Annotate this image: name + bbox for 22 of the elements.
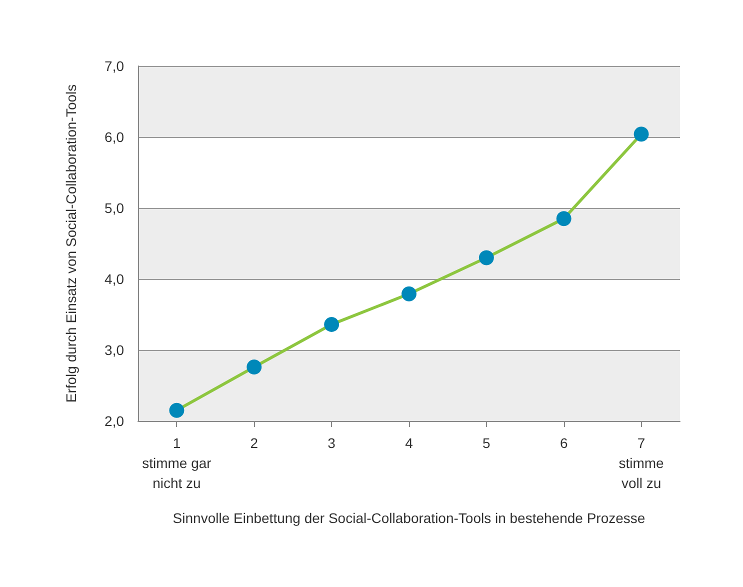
x-tick-label: 4	[405, 435, 414, 451]
x-tick-label: 2	[250, 435, 258, 451]
y-tick-label: 5,0	[104, 200, 124, 216]
y-tick-label: 3,0	[104, 342, 124, 358]
point	[634, 126, 649, 142]
point	[402, 286, 416, 302]
point	[478, 250, 494, 266]
y-axis-title: Erfolg durch Einsatz von Social-Collaboration-Tools	[63, 84, 79, 403]
x-tick-label: 1 stimme gar nicht zu	[142, 435, 212, 491]
point	[246, 360, 262, 375]
point	[324, 316, 340, 332]
y-tick-label: 2,0	[104, 413, 124, 429]
x-axis-title: Sinnvolle Einbettung der Social-Collaboration-Tools in bestehende Prozesse	[172, 510, 646, 526]
y-tick-label: 6,0	[104, 129, 124, 145]
x-tick-label: 3	[328, 435, 336, 451]
x-tick-label: 6	[560, 435, 568, 451]
x-tick-label: 7 stimme voll zu	[618, 435, 664, 491]
point	[169, 402, 184, 418]
y-tick-label: 7,0	[104, 58, 124, 74]
y-tick-label: 4,0	[104, 271, 124, 287]
x-tick-label: 5	[482, 435, 491, 451]
point	[556, 211, 572, 226]
